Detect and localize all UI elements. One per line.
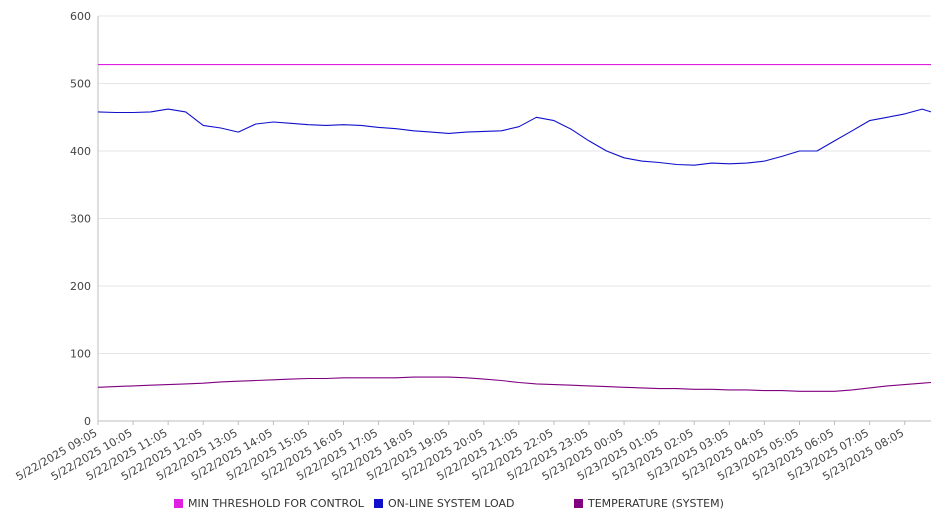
legend-swatch-temperature <box>574 499 583 508</box>
y-tick-label: 200 <box>70 280 91 293</box>
y-tick-labels: 0 100 200 300 400 500 600 <box>70 10 91 428</box>
series-lines <box>97 64 932 392</box>
legend-item-min-threshold: MIN THRESHOLD FOR CONTROL <box>174 497 364 510</box>
y-tick-label: 0 <box>84 415 91 428</box>
y-tick-label: 400 <box>70 145 91 158</box>
y-tick-label: 100 <box>70 348 91 361</box>
legend: MIN THRESHOLD FOR CONTROL ON-LINE SYSTEM… <box>0 497 946 515</box>
legend-swatch-min-threshold <box>174 499 183 508</box>
legend-label-online-load: ON-LINE SYSTEM LOAD <box>388 497 515 510</box>
gridlines <box>98 15 931 354</box>
x-tick-labels: 5/22/2025 09:055/22/2025 10:055/22/2025 … <box>14 426 907 483</box>
legend-label-temperature: TEMPERATURE (SYSTEM) <box>588 497 724 510</box>
legend-item-online-load: ON-LINE SYSTEM LOAD <box>374 497 514 510</box>
y-tick-label: 300 <box>70 213 91 226</box>
legend-swatch-online-load <box>374 499 383 508</box>
series-line-temperature-system <box>97 376 932 392</box>
axes <box>97 16 931 425</box>
y-tick-label: 600 <box>70 10 91 23</box>
legend-label-min-threshold: MIN THRESHOLD FOR CONTROL <box>188 497 364 510</box>
y-tick-label: 500 <box>70 78 91 91</box>
legend-item-temperature: TEMPERATURE (SYSTEM) <box>574 497 724 510</box>
series-line-on-line-system-load <box>97 108 932 166</box>
